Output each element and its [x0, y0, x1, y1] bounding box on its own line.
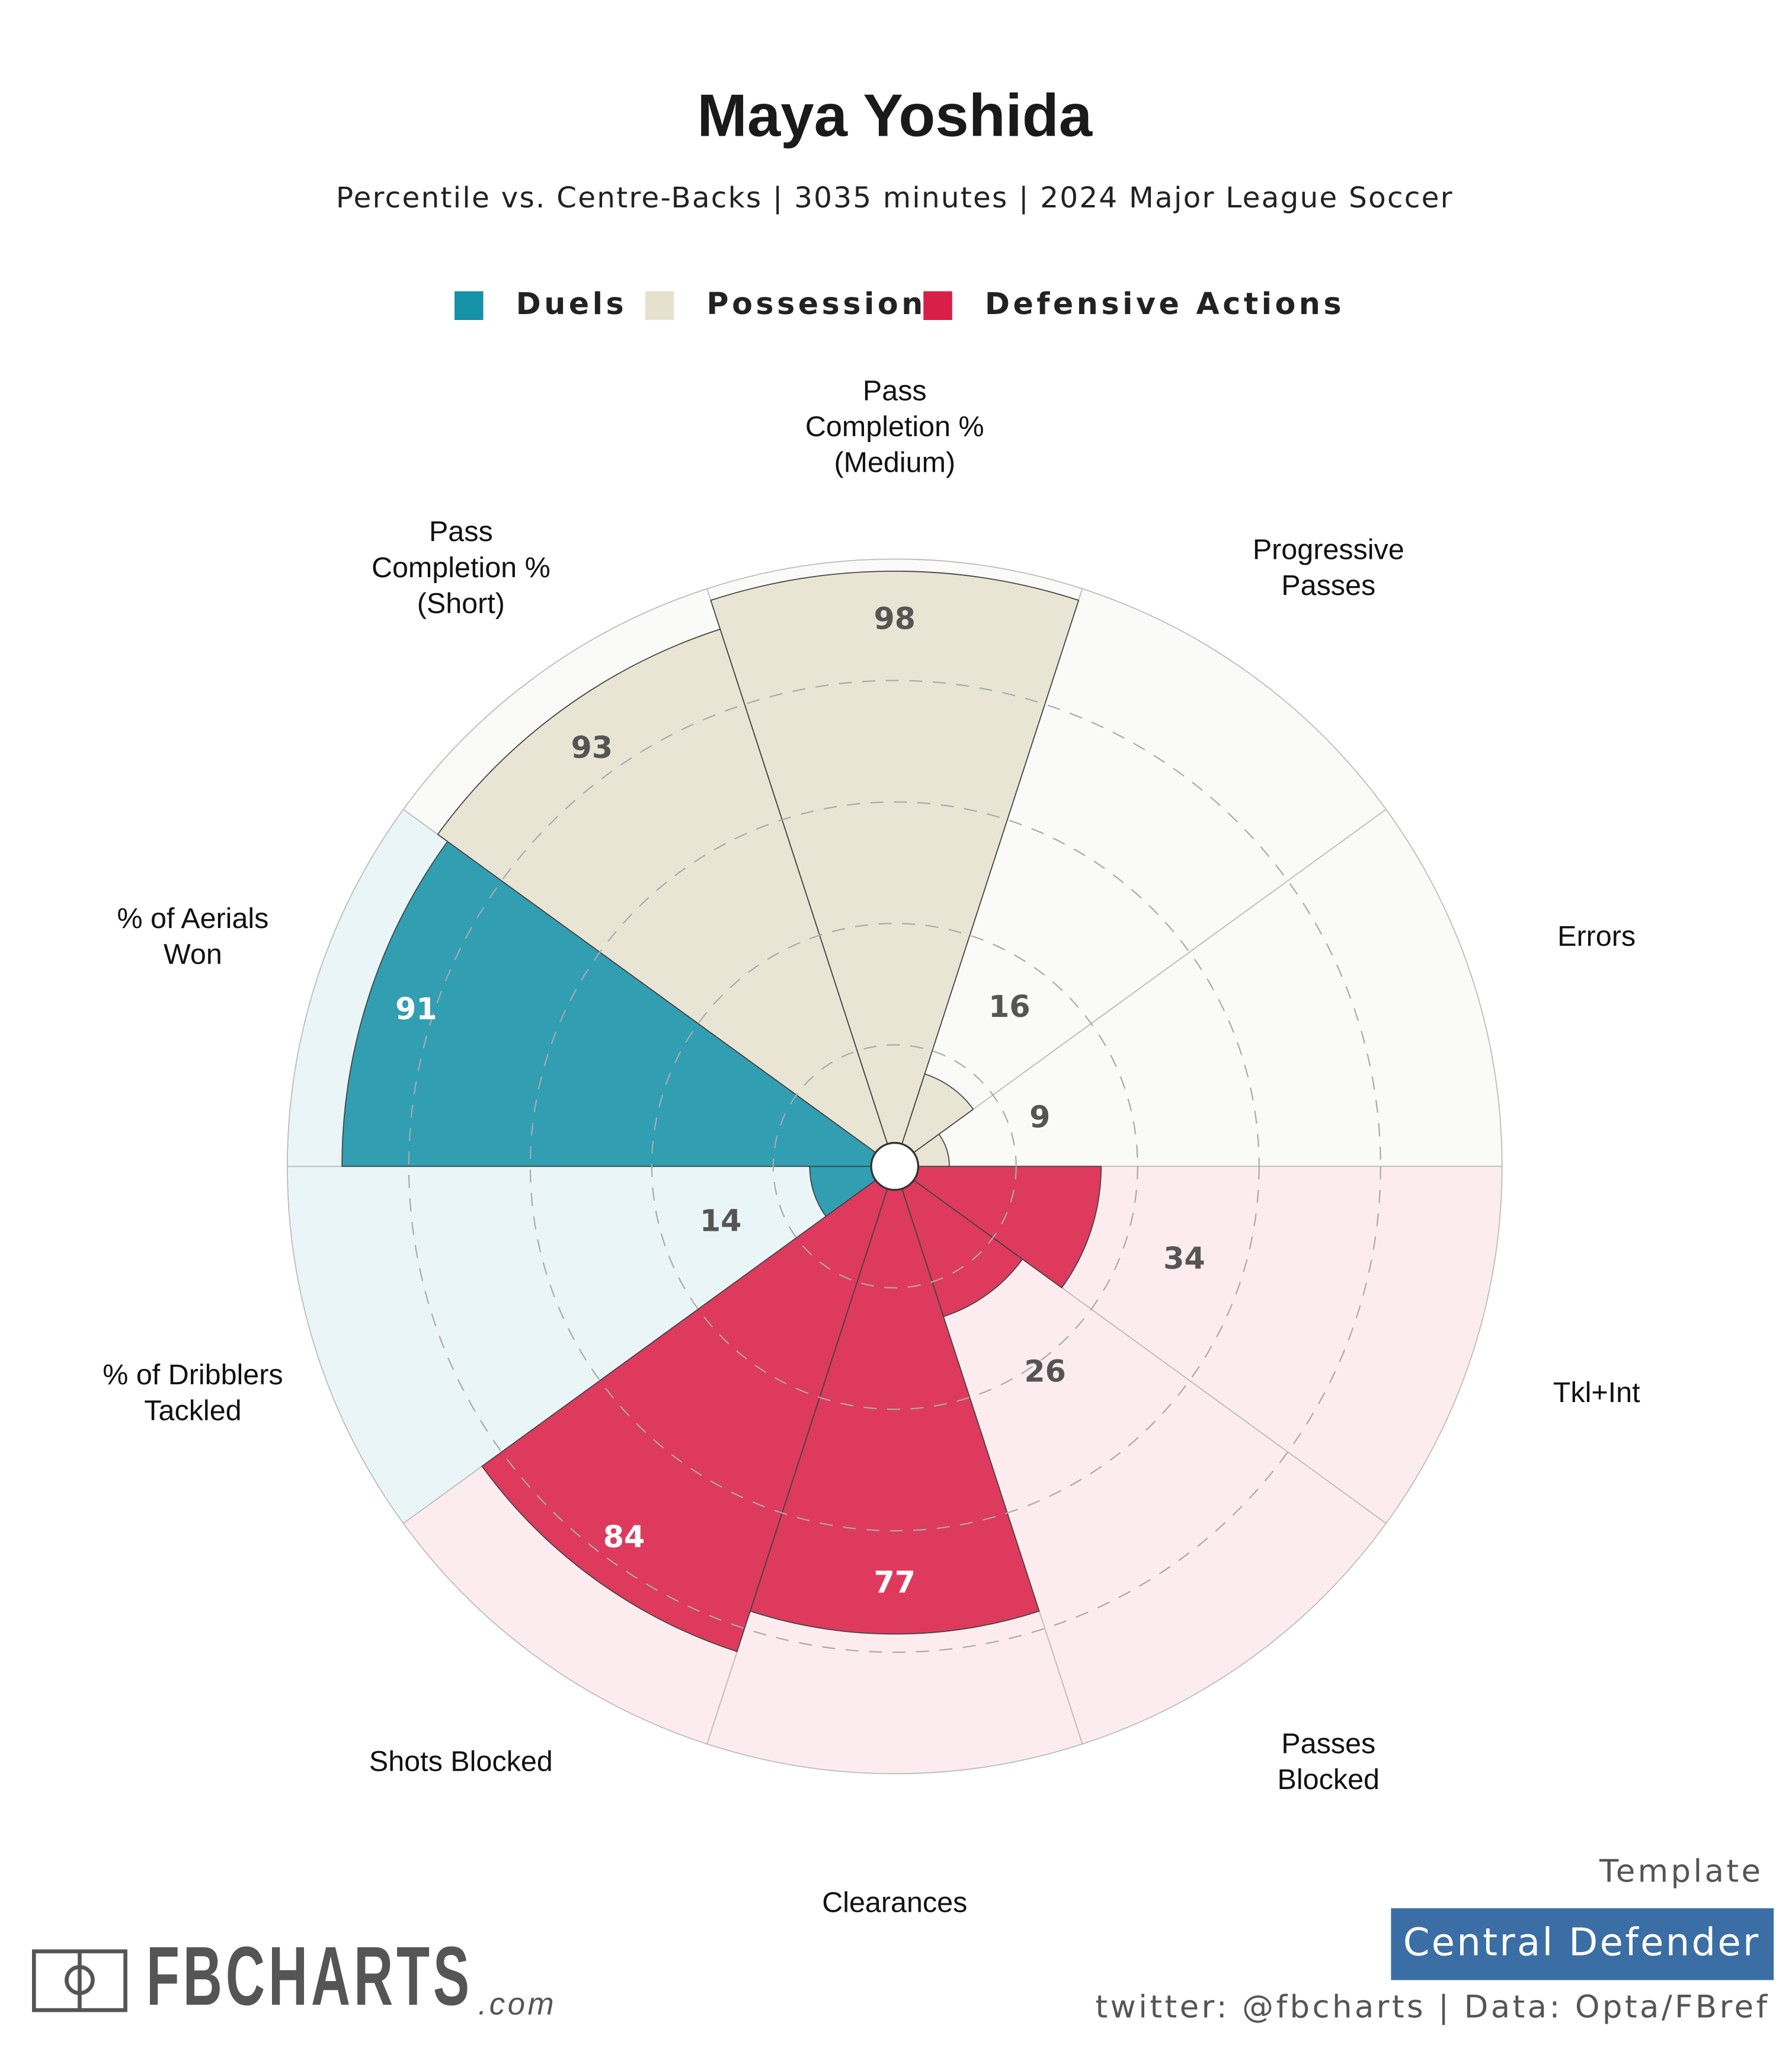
grid-circle [529, 801, 1260, 1532]
grid-circle [651, 923, 1138, 1410]
bar [894, 1073, 974, 1168]
category-label: Pass Completion % (Medium) [805, 375, 984, 478]
category-label: Tkl+Int [1553, 1377, 1640, 1409]
legend-swatch [923, 291, 952, 320]
bar [341, 840, 897, 1167]
slice-background [894, 588, 1387, 1168]
legend-label: Possession [706, 286, 926, 321]
bar [893, 1166, 1102, 1289]
value-label: 14 [700, 1204, 742, 1239]
category-label: % of Aerials Won [117, 903, 268, 971]
value-label: 93 [571, 730, 613, 765]
logo-icon [31, 1949, 127, 2012]
logo-suffix: .com [478, 1986, 556, 2021]
slice-background [894, 1164, 1387, 1745]
bar [481, 1164, 896, 1653]
template-name: Central Defender [1403, 1921, 1761, 1964]
legend-swatch [455, 291, 484, 320]
value-label: 34 [1163, 1241, 1205, 1276]
slice-background [287, 1166, 897, 1524]
value-label: 91 [395, 991, 437, 1026]
legend-label: Duels [516, 286, 628, 321]
category-label: Passes Blocked [1278, 1727, 1380, 1796]
credit: twitter: @fbcharts | Data: Opta/FBref [1095, 1989, 1769, 2025]
bar [437, 628, 896, 1168]
chart-title: Maya Yoshida [697, 82, 1093, 149]
value-label: 84 [603, 1519, 645, 1554]
grid-circle [772, 1044, 1017, 1289]
bar [809, 1166, 897, 1217]
value-label: 77 [874, 1565, 916, 1600]
center-hole [870, 1141, 920, 1191]
bar [894, 1164, 1023, 1317]
value-label: 9 [1029, 1100, 1050, 1135]
value-label: 26 [1024, 1354, 1066, 1389]
legend-swatch [645, 291, 674, 320]
category-label: Shots Blocked [369, 1746, 553, 1778]
value-label: 98 [874, 601, 916, 636]
slice-background [893, 808, 1503, 1167]
bar [749, 1164, 1040, 1635]
category-label: Errors [1557, 920, 1636, 952]
chart-subtitle: Percentile vs. Centre-Backs | 3035 minut… [336, 181, 1454, 215]
category-label: Clearances [822, 1886, 967, 1918]
template-box [1391, 1908, 1774, 1980]
category-label: Pass Completion % (Short) [372, 516, 551, 619]
logo-text: FBCHARTS [146, 1929, 473, 2023]
value-label: 16 [988, 989, 1031, 1024]
category-label: % of Dribblers Tackled [103, 1359, 283, 1427]
template-label: Template [1599, 1853, 1764, 1889]
category-label: Progressive Passes [1253, 533, 1404, 601]
legend-label: Defensive Actions [985, 286, 1345, 321]
bar [710, 570, 1080, 1169]
legend: Duels Possession Defensive Actions [455, 286, 1345, 321]
plot-area: 14 91 98 16 9 93 34 26 77 84 Pass Completion % (Medi… [103, 375, 1640, 1918]
grid-circle [408, 680, 1381, 1653]
